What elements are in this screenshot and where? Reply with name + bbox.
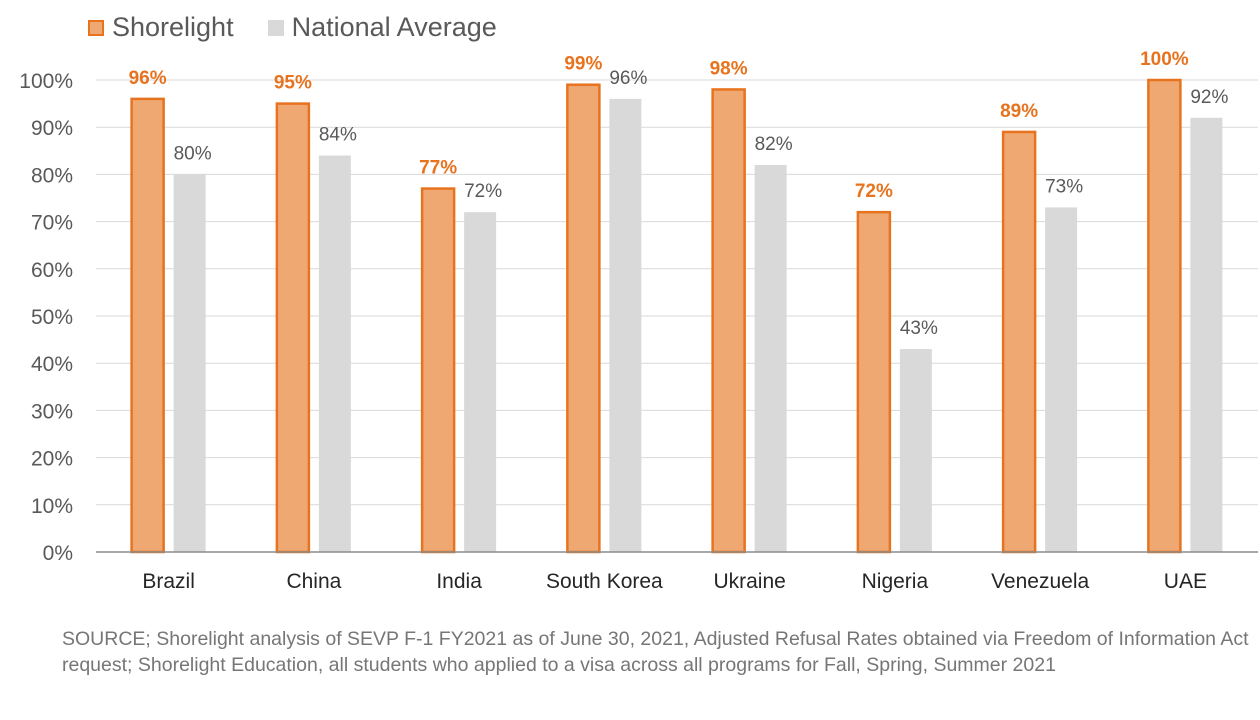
y-tick-label: 10% [31, 495, 73, 518]
bar-national-average [754, 164, 787, 552]
y-tick-label: 90% [31, 117, 73, 140]
x-tick-label: South Korea [546, 570, 663, 593]
data-label-shorelight: 72% [855, 181, 893, 202]
bar-national-average [318, 155, 351, 552]
data-label-national-average: 72% [464, 181, 502, 202]
legend-item-national-average: National Average [267, 12, 497, 43]
y-tick-label: 40% [31, 353, 73, 376]
bar-shorelight [1147, 78, 1182, 554]
data-label-shorelight: 100% [1140, 49, 1189, 70]
bar-national-average [173, 174, 206, 552]
bar-shorelight [856, 210, 892, 554]
legend-item-shorelight: Shorelight [88, 12, 234, 43]
bar-shorelight [275, 102, 311, 554]
data-label-national-average: 92% [1190, 87, 1228, 108]
data-label-national-average: 43% [900, 318, 938, 339]
bar-national-average [1045, 207, 1078, 552]
data-label-national-average: 82% [755, 134, 793, 155]
bar-shorelight [566, 83, 601, 554]
data-label-shorelight: 95% [274, 73, 312, 94]
y-tick-label: 60% [31, 259, 73, 282]
bar-national-average [464, 212, 497, 552]
data-label-national-average: 96% [609, 68, 647, 89]
y-tick-label: 100% [19, 70, 73, 93]
data-label-shorelight: 99% [564, 54, 602, 75]
data-label-shorelight: 77% [419, 158, 457, 179]
bar-shorelight [420, 187, 456, 554]
legend-swatch-national-average [267, 19, 284, 36]
y-tick-label: 30% [31, 400, 73, 423]
x-tick-label: UAE [1164, 570, 1207, 593]
bar-national-average [1190, 117, 1223, 552]
x-tick-label: Brazil [142, 570, 195, 593]
legend: Shorelight National Average [88, 12, 531, 43]
y-tick-label: 20% [31, 448, 73, 471]
legend-swatch-shorelight [88, 19, 104, 36]
y-tick-label: 50% [31, 306, 73, 329]
bar-shorelight [130, 97, 165, 554]
x-tick-label: Ukraine [713, 570, 785, 593]
data-label-national-average: 73% [1045, 176, 1083, 197]
x-tick-label: Venezuela [991, 570, 1089, 593]
y-tick-label: 0% [43, 542, 73, 565]
legend-label-national-average: National Average [291, 12, 497, 42]
x-tick-label: Nigeria [862, 570, 929, 593]
bar-shorelight [711, 88, 746, 554]
bar-national-average [609, 98, 642, 552]
bar-chart: 0% 10% 20% 30% 40% 50% 60% 70% 80% 90% 100% 96% 80% B… [19, 49, 1258, 593]
data-label-shorelight: 96% [129, 68, 167, 89]
y-tick-label: 70% [31, 212, 73, 235]
source-note: SOURCE; Shorelight analysis of SEVP F-1 … [62, 628, 1249, 676]
bar-national-average [899, 349, 932, 552]
y-tick-label: 80% [31, 164, 73, 187]
data-label-shorelight: 89% [1000, 101, 1038, 122]
data-label-national-average: 80% [174, 143, 212, 164]
x-tick-label: India [436, 570, 482, 593]
x-tick-label: China [286, 570, 341, 593]
data-label-shorelight: 98% [710, 58, 748, 79]
legend-label-shorelight: Shorelight [112, 12, 234, 42]
data-label-national-average: 84% [319, 125, 357, 146]
bar-shorelight [1001, 130, 1037, 554]
